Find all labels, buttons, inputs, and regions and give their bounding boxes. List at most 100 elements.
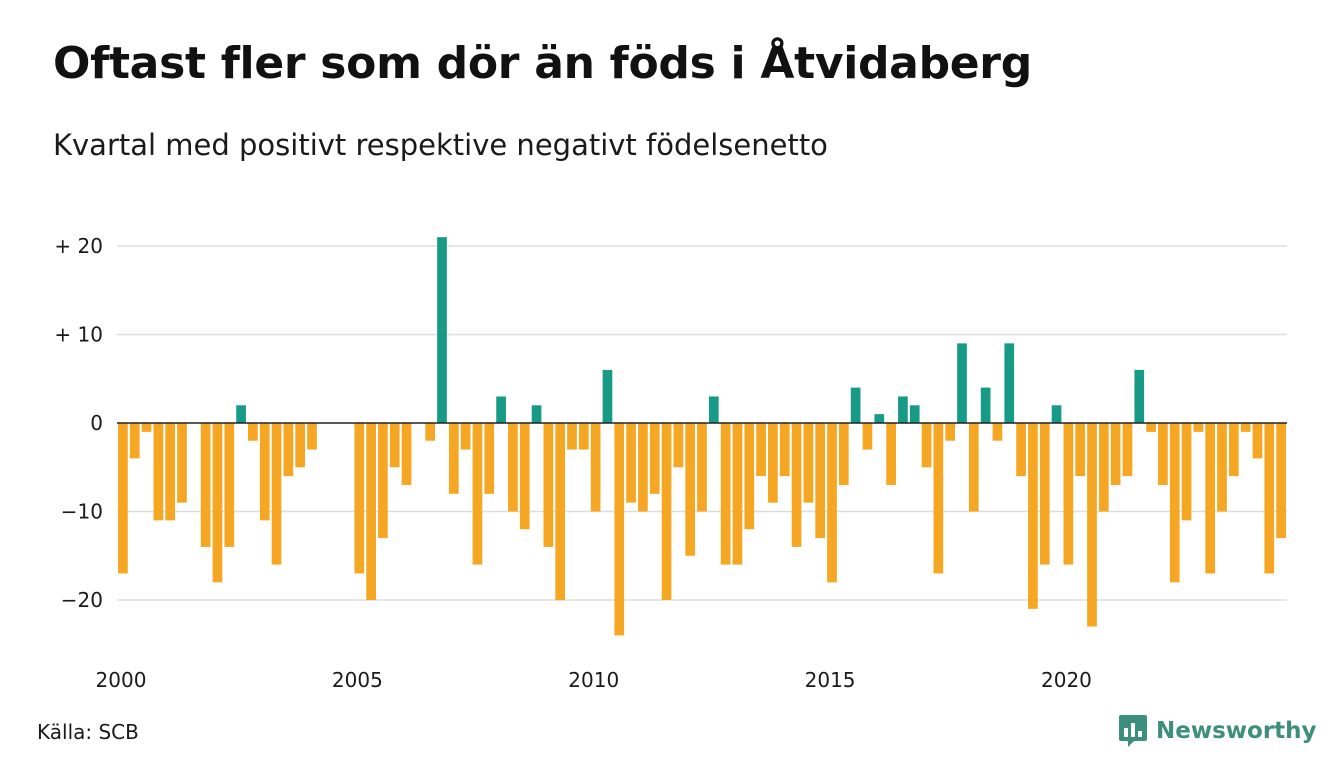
bar (531, 405, 542, 423)
bar (779, 423, 790, 477)
bar (472, 423, 483, 565)
bar (649, 423, 660, 494)
bar (791, 423, 802, 547)
bar (543, 423, 554, 547)
bar (673, 423, 684, 468)
bar (448, 423, 459, 494)
bar (484, 423, 495, 494)
bar (519, 423, 530, 530)
bar-chart: + 20 + 10 0 −10 −20 2000 2005 2010 2015 2020 (54, 234, 1287, 692)
bar (614, 423, 625, 636)
bar (1016, 423, 1026, 477)
bar (827, 423, 837, 583)
x-tick-label: 2005 (332, 668, 383, 692)
bar (165, 423, 176, 521)
bar (1217, 423, 1227, 512)
bar (555, 423, 566, 600)
bar (295, 423, 306, 468)
chart-subtitle: Kvartal med positivt respektive negativt… (53, 128, 828, 162)
bar (1098, 423, 1109, 512)
bar (862, 423, 873, 450)
bar (1075, 423, 1086, 477)
bar (236, 405, 246, 423)
bar (732, 423, 743, 565)
bar (898, 396, 908, 423)
x-tick-label: 2010 (568, 668, 619, 692)
bar (177, 423, 187, 503)
bar (425, 423, 436, 441)
bar (590, 423, 601, 512)
bar (307, 423, 317, 450)
bar (1004, 343, 1015, 423)
bar (224, 423, 235, 547)
bar (283, 423, 294, 477)
bar (378, 423, 388, 539)
bar (437, 237, 447, 423)
bar (708, 396, 719, 423)
bar (1039, 423, 1050, 565)
bar (638, 423, 648, 512)
bar (1146, 423, 1156, 432)
bar (578, 423, 589, 450)
bar (259, 423, 270, 521)
bar (1193, 423, 1204, 432)
bar (1110, 423, 1121, 485)
chart-title: Oftast fler som dör än föds i Åtvidaberg (53, 38, 1032, 89)
bar (1169, 423, 1180, 583)
bar (1240, 423, 1251, 432)
bar (212, 423, 223, 583)
newsworthy-chart-bubble-icon (1119, 715, 1147, 747)
bar (957, 343, 967, 423)
bar (1087, 423, 1097, 627)
bar (980, 387, 991, 423)
x-axis-labels: 2000 2005 2010 2015 2020 (96, 668, 1092, 692)
bar (1028, 423, 1038, 609)
bar (354, 423, 365, 574)
bar (933, 423, 944, 574)
bar (838, 423, 849, 485)
bar (1181, 423, 1192, 521)
bar (496, 396, 506, 423)
bar (886, 423, 896, 485)
bar (141, 423, 152, 432)
bar (1205, 423, 1216, 574)
bar (366, 423, 376, 600)
bar (756, 423, 766, 477)
y-axis-labels: + 20 + 10 0 −10 −20 (54, 234, 103, 612)
bar (1051, 405, 1062, 423)
bar (874, 414, 885, 423)
bar (720, 423, 731, 565)
bar (129, 423, 140, 459)
source-credit: Källa: SCB (37, 720, 139, 744)
y-tick-label: + 10 (54, 323, 103, 347)
x-tick-label: 2015 (805, 668, 856, 692)
y-tick-label: −20 (61, 588, 103, 612)
bar (1276, 423, 1286, 539)
bar (389, 423, 400, 468)
x-tick-label: 2020 (1041, 668, 1092, 692)
bar (200, 423, 211, 547)
bar (1134, 369, 1145, 423)
bar (909, 405, 920, 423)
bar (803, 423, 814, 503)
bar (508, 423, 518, 512)
bar (1063, 423, 1074, 565)
bar (850, 387, 861, 423)
bar (685, 423, 696, 556)
newsworthy-logo: Newsworthy (1118, 714, 1317, 748)
bar (602, 369, 613, 423)
bar (768, 423, 778, 503)
bar (815, 423, 826, 539)
y-tick-label: + 20 (54, 234, 103, 258)
bar (661, 423, 672, 600)
bar (271, 423, 282, 565)
newsworthy-logo-text: Newsworthy (1156, 718, 1317, 744)
y-tick-label: 0 (90, 411, 103, 435)
bar (992, 423, 1003, 441)
bar (460, 423, 471, 450)
bar (744, 423, 755, 530)
bars (118, 237, 1286, 636)
bar (1228, 423, 1239, 477)
bar (945, 423, 956, 441)
bar (1264, 423, 1275, 574)
